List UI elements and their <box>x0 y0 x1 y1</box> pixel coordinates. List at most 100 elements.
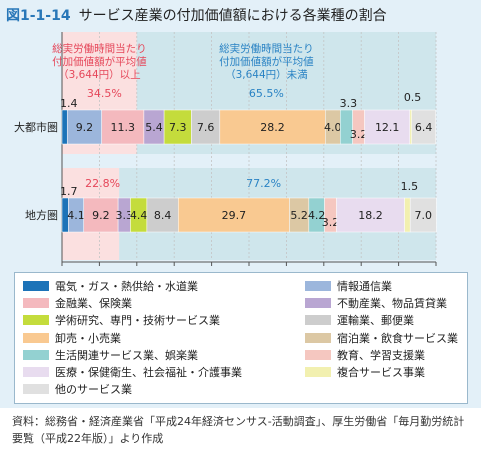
data-label: 7.0 <box>415 209 433 222</box>
data-label: 0.5 <box>404 91 422 104</box>
legend-item: 他のサービス業 <box>23 383 132 397</box>
data-label: 3.3 <box>116 209 134 222</box>
legend-item: 複合サービス事業 <box>305 366 425 380</box>
data-label: 9.2 <box>76 121 94 134</box>
data-label: 6.4 <box>415 121 433 134</box>
legend-label: 医療・保健衛生、社会福祉・介護事業 <box>55 366 242 379</box>
legend-swatch <box>305 332 331 343</box>
data-label: 5.2 <box>290 209 308 222</box>
legend-label: 複合サービス事業 <box>337 366 425 379</box>
legend-swatch <box>23 281 49 291</box>
legend-swatch <box>23 298 49 309</box>
legend-swatch <box>305 349 331 360</box>
bar-segment <box>219 109 326 145</box>
legend-item: 金融業、保険業 <box>23 297 132 311</box>
data-label: 12.1 <box>375 121 400 134</box>
figure-number: 図1-1-14 <box>6 8 71 24</box>
legend-item: 運輸業、郵便業 <box>305 314 414 328</box>
below-average-note: （3,644円）未満 <box>225 69 308 81</box>
legend-label: 教育、学習支援業 <box>337 348 425 362</box>
x-tick-label: 10 <box>92 268 106 270</box>
bar-segment <box>404 197 411 233</box>
legend-item: 情報通信業 <box>305 280 392 294</box>
below-share-rural: 77.2% <box>246 177 281 190</box>
data-label: 11.3 <box>111 121 136 134</box>
data-label: 4.0 <box>324 121 342 134</box>
figure-title-text: サービス産業の付加価値額における各業種の割合 <box>78 8 387 24</box>
figure-title: 図1-1-14 サービス産業の付加価値額における各業種の割合 <box>6 6 387 26</box>
legend-label: 運輸業、郵便業 <box>337 314 414 328</box>
above-share-rural: 22.8% <box>85 177 120 190</box>
data-label: 4.4 <box>130 209 148 222</box>
data-label: 9.2 <box>92 209 110 222</box>
bar-segment <box>101 109 145 145</box>
source-note: 資料：総務省・経済産業省「平成24年経済センサス-活動調査」、厚生労働省「毎月勤… <box>12 415 465 445</box>
legend-label: 情報通信業 <box>337 280 392 293</box>
bar-segment <box>146 197 179 233</box>
legend-item: 教育、学習支援業 <box>305 349 425 363</box>
legend-label: 宿泊業・飲食サービス業 <box>337 331 458 345</box>
data-label: 3.3 <box>340 97 358 110</box>
data-label: 1.7 <box>60 185 78 198</box>
x-tick-label: 90 <box>392 268 406 270</box>
legend-swatch <box>23 349 49 360</box>
data-label: 1.5 <box>401 180 419 193</box>
above-average-note: （3,644円）以上 <box>58 69 141 81</box>
data-label: 28.2 <box>260 121 285 134</box>
data-label: 18.2 <box>358 209 383 222</box>
bar-segment <box>409 109 412 145</box>
below-average-note: 総実労働時間当たり <box>219 42 314 55</box>
data-label: 3.2 <box>350 128 368 141</box>
x-tick-label: 80 <box>354 268 368 270</box>
bar-segment <box>364 109 411 145</box>
legend-label: 生活関連サービス業、娯楽業 <box>55 348 198 362</box>
category-label: 大都市圏 <box>14 120 58 134</box>
data-label: 4.1 <box>67 209 85 222</box>
x-tick-label: 20 <box>130 268 144 270</box>
legend-item: 不動産業、物品賃貸業 <box>305 297 447 311</box>
bar-segment <box>409 197 437 233</box>
legend-swatch <box>305 281 331 291</box>
bar-segment <box>163 109 192 145</box>
category-label: 地方圏 <box>25 208 58 222</box>
data-label: 1.4 <box>60 97 78 110</box>
legend-label: 卸売・小売業 <box>55 331 121 345</box>
legend-swatch <box>305 315 331 326</box>
bar-segment <box>191 109 221 145</box>
x-tick-label: 30 <box>167 268 181 270</box>
legend-item: 生活関連サービス業、娯楽業 <box>23 349 198 363</box>
legend-item: 電気・ガス・熱供給・水道業 <box>23 280 198 294</box>
bar-segment <box>178 197 290 233</box>
x-tick-label: 40 <box>205 268 219 270</box>
bar-segment <box>61 109 68 145</box>
data-label: 7.6 <box>197 121 215 134</box>
legend-label: 他のサービス業 <box>55 383 132 397</box>
legend-item: 卸売・小売業 <box>23 332 121 346</box>
data-label: 29.7 <box>222 209 247 222</box>
data-label: 7.3 <box>169 121 187 134</box>
x-tick-label: 0 <box>59 268 66 270</box>
legend-swatch <box>23 367 49 377</box>
legend-label: 電気・ガス・熱供給・水道業 <box>55 280 198 293</box>
legend-swatch <box>305 298 331 309</box>
data-label: 3.2 <box>322 216 340 229</box>
below-average-note: 付加価値額が平均値 <box>219 55 314 68</box>
data-label: 5.4 <box>145 121 163 134</box>
above-share-metro: 34.5% <box>87 87 122 100</box>
legend-swatch <box>305 367 331 377</box>
bar-segment <box>411 109 436 145</box>
data-label: 8.4 <box>154 209 172 222</box>
legend-swatch <box>23 315 49 326</box>
legend-item: 学術研究、専門・技術サービス業 <box>23 314 220 328</box>
x-tick-label: 50 <box>242 268 256 270</box>
legend: 電気・ガス・熱供給・水道業 情報通信業金融業、保険業 不動産業、物品賃貸業学術研究、… <box>14 272 468 404</box>
data-label: 4.2 <box>308 209 326 222</box>
legend-label: 不動産業、物品賃貸業 <box>337 297 447 311</box>
x-tick-label: 60 <box>279 268 293 270</box>
legend-item: 宿泊業・飲食サービス業 <box>305 332 458 346</box>
legend-label: 金融業、保険業 <box>55 297 132 311</box>
legend-swatch <box>23 332 49 343</box>
legend-label: 学術研究、専門・技術サービス業 <box>55 314 220 328</box>
legend-swatch <box>23 384 49 395</box>
